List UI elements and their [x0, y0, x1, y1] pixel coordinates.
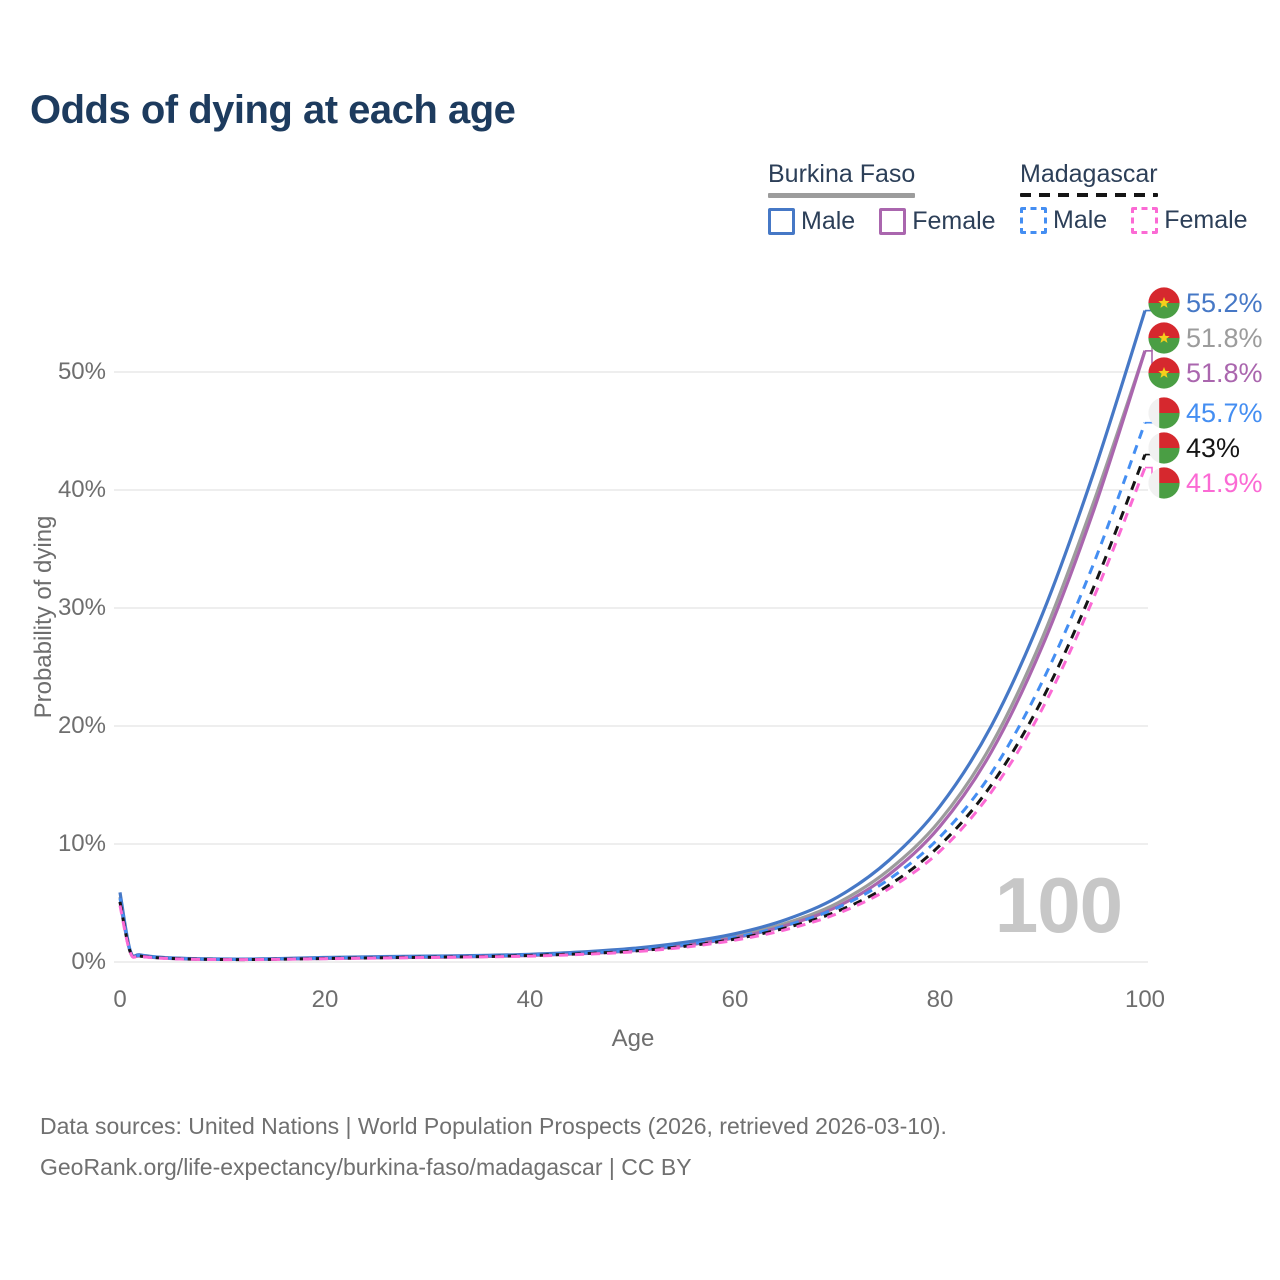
end-label-value: 51.8%	[1186, 357, 1263, 388]
y-axis-title: Probability of dying	[30, 515, 57, 719]
legend-item-label: Male	[801, 207, 856, 235]
burkina-faso-flag-icon	[1148, 357, 1180, 389]
legend-item-madagascar-female[interactable]: Female	[1131, 206, 1248, 235]
y-tick-label: 10%	[57, 830, 106, 857]
legend-item-madagascar-male[interactable]: Male	[1020, 206, 1107, 235]
legend-country-madagascar[interactable]: Madagascar	[1020, 160, 1158, 197]
country-average-line-swatch	[768, 193, 916, 198]
legend-country-label: Burkina Faso	[768, 160, 916, 188]
x-tick-label: 40	[516, 986, 544, 1013]
curve-madagascar-male[interactable]	[118, 422, 1147, 961]
burkina-faso-flag-icon	[1148, 287, 1180, 319]
end-label-burkina-faso-female: 51.8%	[1148, 356, 1263, 390]
end-label-burkina-faso-male: 55.2%	[1148, 286, 1263, 320]
end-label-value: 45.7%	[1186, 397, 1263, 428]
madagascar-flag-icon	[1148, 467, 1180, 499]
x-tick-label: 80	[926, 986, 954, 1013]
end-label-value: 51.8%	[1186, 322, 1263, 353]
curve-burkina-faso-male[interactable]	[118, 310, 1147, 961]
page-title: Odds of dying at each age	[30, 88, 516, 132]
female-line-swatch	[1131, 207, 1159, 234]
x-tick-label: 60	[721, 986, 749, 1013]
male-line-swatch	[1020, 207, 1047, 234]
legend-items-burkina-faso: Male Female	[768, 207, 996, 236]
x-tick-label: 20	[311, 986, 339, 1013]
curve-burkina-faso-female[interactable]	[118, 350, 1147, 962]
end-label-value: 41.9%	[1186, 467, 1263, 498]
legend-items-madagascar: Male Female	[1020, 206, 1248, 235]
end-label-madagascar-female: 41.9%	[1148, 466, 1263, 500]
end-label-value: 55.2%	[1186, 287, 1263, 318]
x-axis-title: Age	[611, 1025, 655, 1052]
legend-country-label: Madagascar	[1020, 160, 1158, 188]
y-tick-label: 40%	[57, 476, 106, 503]
end-label-madagascar-both-sexes: 43%	[1148, 431, 1240, 465]
legend-item-label: Male	[1053, 206, 1108, 234]
y-tick-label: 30%	[57, 594, 106, 621]
legend-item-label: Female	[912, 207, 996, 235]
curve-burkina-faso-both-sexes[interactable]	[118, 350, 1147, 961]
y-tick-label: 20%	[57, 712, 106, 739]
legend-group-burkina-faso: Burkina Faso Male Female	[768, 160, 996, 236]
x-tick-label: 100	[1124, 986, 1166, 1013]
legend-item-burkina-faso-male[interactable]: Male	[768, 207, 855, 236]
curve-madagascar-female[interactable]	[118, 467, 1147, 962]
male-line-swatch	[768, 208, 795, 235]
data-sources-line: Data sources: United Nations | World Pop…	[40, 1113, 947, 1139]
legend-group-madagascar: Madagascar Male Female	[1020, 160, 1248, 235]
legend-item-label: Female	[1164, 206, 1248, 234]
end-label-value: 43%	[1186, 432, 1241, 463]
madagascar-flag-icon	[1148, 397, 1180, 429]
x-tick-label: 0	[113, 986, 127, 1013]
end-label-madagascar-male: 45.7%	[1148, 396, 1263, 430]
y-tick-label: 0%	[71, 948, 106, 975]
attribution-line: GeoRank.org/life-expectancy/burkina-faso…	[40, 1154, 692, 1180]
legend-country-burkina-faso[interactable]: Burkina Faso	[768, 160, 916, 198]
end-label-burkina-faso-both-sexes: 51.8%	[1148, 321, 1263, 355]
burkina-faso-flag-icon	[1148, 322, 1180, 354]
curve-madagascar-both-sexes[interactable]	[118, 454, 1147, 962]
legend-item-burkina-faso-female[interactable]: Female	[879, 207, 996, 236]
age-counter-watermark: 100	[994, 861, 1123, 949]
female-line-swatch	[879, 208, 907, 235]
madagascar-flag-icon	[1148, 432, 1180, 464]
footer: Data sources: United Nations | World Pop…	[40, 1106, 947, 1188]
country-average-line-swatch	[1020, 193, 1158, 197]
y-tick-label: 50%	[57, 358, 106, 385]
